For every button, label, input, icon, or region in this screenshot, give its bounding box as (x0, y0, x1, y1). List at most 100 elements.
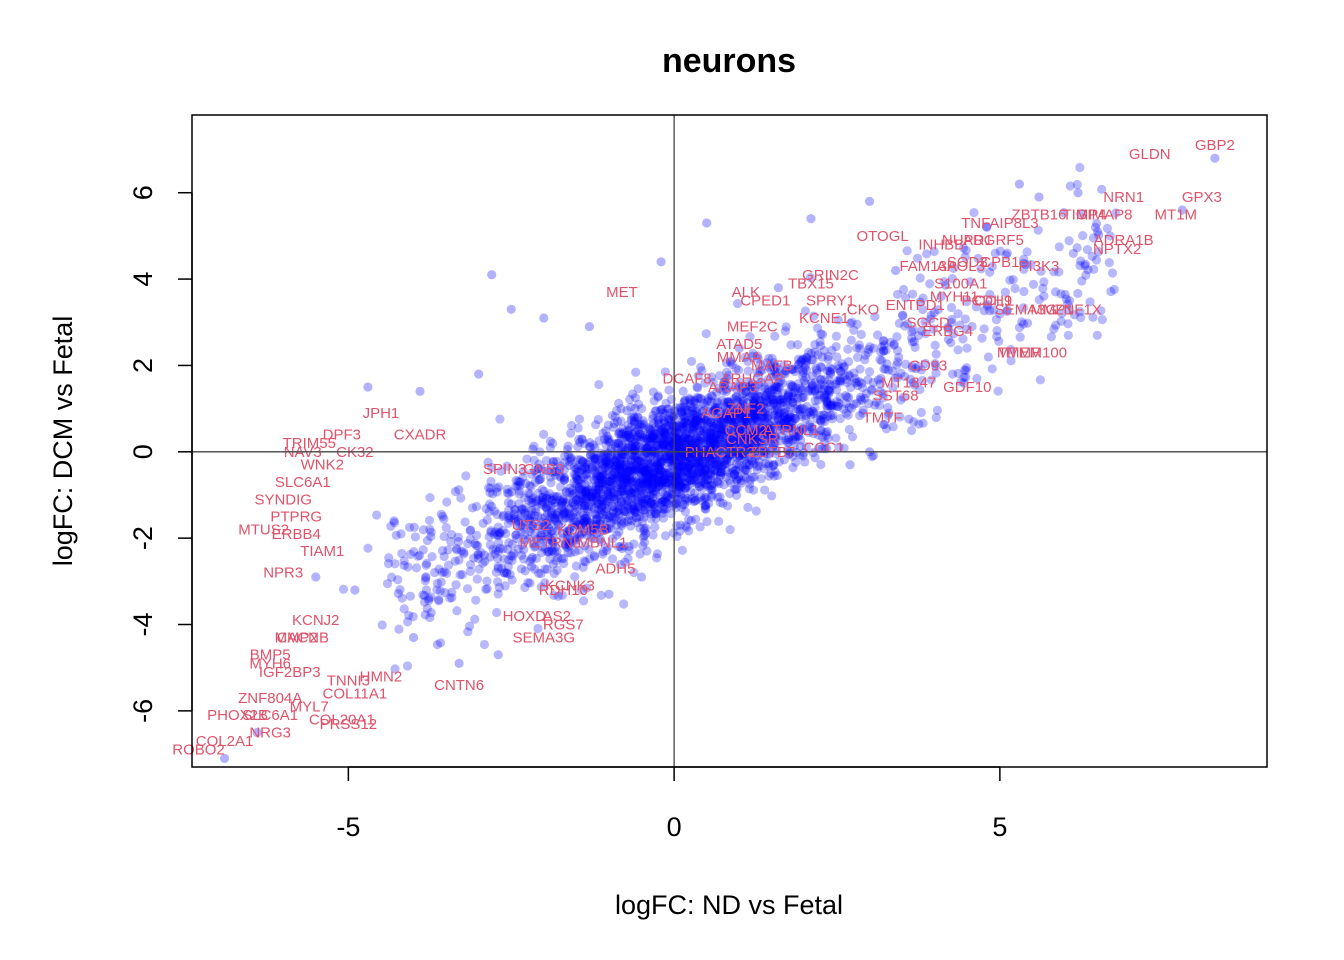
data-point (704, 406, 714, 416)
data-point (753, 405, 764, 415)
data-point (601, 452, 611, 462)
data-point (571, 471, 581, 481)
data-point (734, 456, 744, 466)
data-point (830, 401, 841, 411)
data-point (965, 277, 975, 287)
data-point (890, 373, 900, 383)
data-point (735, 425, 745, 436)
data-point (599, 525, 609, 535)
data-point (724, 370, 734, 380)
data-point (581, 469, 591, 479)
data-point (536, 513, 547, 523)
data-point (497, 563, 507, 574)
data-point (459, 547, 469, 557)
data-point (576, 500, 587, 510)
data-point (613, 443, 623, 453)
data-point (888, 422, 898, 432)
data-point (700, 479, 710, 489)
data-point (694, 453, 704, 463)
data-point (596, 448, 606, 458)
data-point (729, 421, 739, 431)
data-point (752, 437, 762, 447)
data-point (514, 489, 524, 499)
data-point (725, 357, 736, 367)
data-point (1078, 231, 1088, 241)
data-point (807, 386, 817, 396)
data-point (832, 352, 842, 362)
data-point (812, 414, 822, 424)
data-point (531, 497, 541, 507)
data-point (677, 417, 688, 427)
data-point (697, 451, 707, 461)
data-point (699, 451, 709, 461)
data-point (550, 501, 561, 511)
data-point (512, 533, 522, 544)
data-point (590, 456, 600, 467)
data-point (633, 456, 643, 466)
data-point (696, 460, 706, 471)
data-point (630, 392, 641, 403)
data-point (947, 369, 958, 379)
data-point (447, 529, 457, 540)
data-point (892, 332, 902, 342)
data-point (621, 473, 632, 484)
data-point (586, 524, 597, 534)
data-point (699, 405, 709, 415)
data-point (725, 468, 735, 478)
data-point (523, 578, 533, 588)
data-point (539, 521, 549, 531)
data-point (647, 480, 658, 490)
data-point (648, 489, 658, 499)
data-point (680, 432, 690, 443)
data-point (733, 407, 743, 418)
data-point (590, 509, 600, 519)
data-point (557, 590, 567, 600)
data-point (619, 506, 630, 517)
data-point (906, 374, 916, 384)
data-point (689, 440, 699, 450)
data-point (833, 401, 843, 412)
data-point (688, 424, 698, 434)
data-point (674, 439, 684, 449)
gene-label: COL11A1 (322, 686, 387, 703)
data-point (697, 420, 707, 430)
data-point (737, 410, 748, 420)
data-point (649, 429, 659, 439)
data-point (507, 575, 517, 585)
data-point (526, 561, 537, 572)
data-point (1092, 330, 1102, 340)
data-point (817, 362, 827, 373)
data-point (646, 509, 656, 519)
data-point (596, 496, 607, 506)
data-point (738, 419, 749, 430)
data-point (595, 473, 606, 483)
data-point (665, 475, 675, 485)
data-point (910, 380, 920, 390)
data-point (708, 439, 719, 449)
data-point (520, 582, 530, 593)
data-point (760, 427, 770, 437)
data-point (701, 500, 711, 510)
data-point (688, 475, 698, 485)
data-point (733, 424, 743, 434)
data-point (598, 480, 608, 490)
data-point (686, 396, 696, 406)
data-point (655, 451, 665, 461)
data-point (750, 440, 760, 450)
data-point (772, 367, 782, 377)
data-point (620, 469, 630, 479)
data-point (778, 368, 788, 379)
data-point (1017, 317, 1027, 327)
data-point (739, 431, 749, 441)
data-point (778, 397, 788, 407)
data-point (573, 475, 583, 485)
data-point (776, 395, 786, 405)
data-point (642, 465, 652, 476)
data-point (659, 417, 670, 427)
data-point (661, 398, 671, 408)
gene-label: WNK2 (301, 457, 344, 474)
data-point (594, 482, 604, 492)
data-point (727, 359, 737, 370)
data-point (638, 498, 648, 509)
data-point (680, 493, 690, 503)
